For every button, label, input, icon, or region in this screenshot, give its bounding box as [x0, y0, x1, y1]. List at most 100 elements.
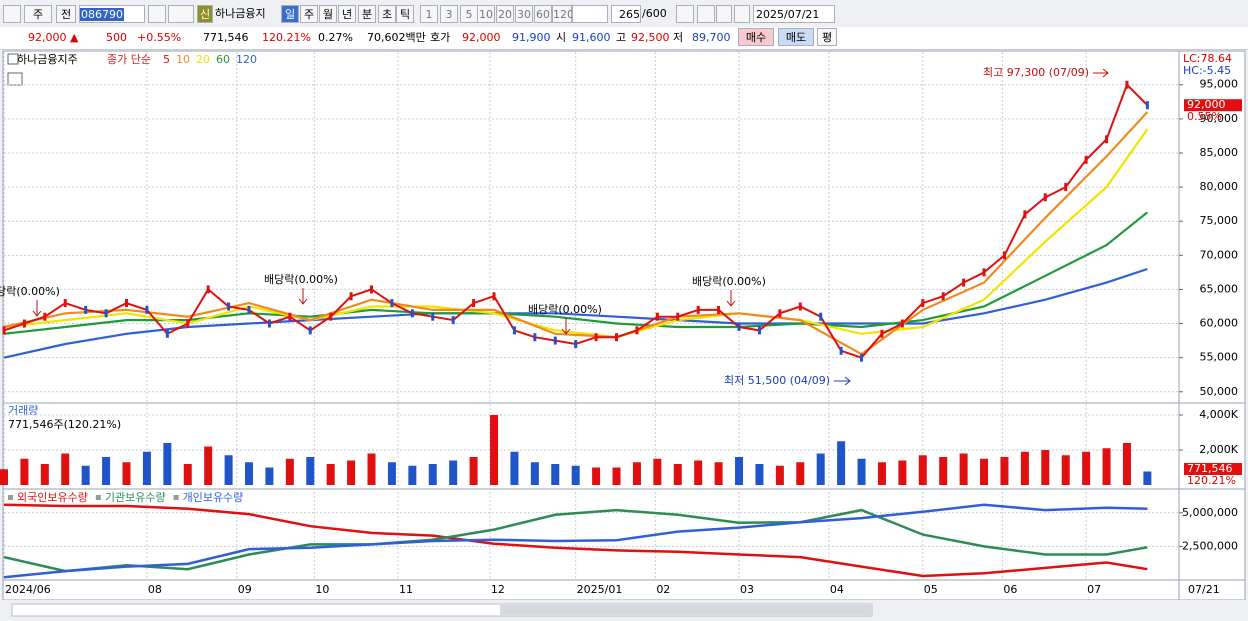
candle	[757, 326, 761, 335]
scroll-bar[interactable]	[0, 600, 1248, 621]
sell-button[interactable]: 매도	[778, 28, 814, 46]
avg-button[interactable]: 평	[817, 28, 837, 46]
candle	[451, 316, 455, 325]
volume-bar	[387, 462, 396, 485]
multiplier-button[interactable]: 3	[440, 5, 458, 23]
multiplier-button[interactable]: 10	[477, 5, 495, 23]
dividend-annotation: 배당락(0.00%)	[264, 273, 338, 286]
interval-button[interactable]: 년	[338, 5, 356, 23]
legend-swatch	[173, 495, 179, 500]
volume-bar	[20, 458, 29, 485]
high-annotation: 최고 97,300 (07/09)	[983, 66, 1089, 79]
scroll-thumb[interactable]	[500, 605, 872, 615]
search-button[interactable]	[148, 5, 166, 23]
volume: 771,546	[203, 31, 249, 44]
volume-bar	[367, 453, 376, 485]
volume-bar	[428, 464, 437, 485]
arrow	[834, 376, 851, 386]
legend-entry: 20	[196, 53, 210, 66]
tool-icon[interactable]	[697, 5, 715, 23]
volume-bar	[490, 415, 499, 485]
toolbar: 주 전 086790 신 하나금융지 일 주 월 년 분 초 틱 1 3 5 10 20 30 60 120…	[0, 0, 1248, 28]
multiplier-button[interactable]: 120	[552, 5, 574, 23]
period-select[interactable]: 주	[24, 5, 52, 23]
interval-button[interactable]: 분	[358, 5, 376, 23]
interval-button[interactable]: 틱	[396, 5, 414, 23]
last-pct: 0.55%	[1187, 110, 1222, 123]
hc-label: HC:-5.45	[1183, 64, 1231, 77]
candle	[900, 319, 904, 328]
y-tick-label: 85,000	[1200, 146, 1239, 159]
moving-average	[3, 111, 1149, 356]
candle	[410, 309, 414, 318]
x-tick-label: 06	[1003, 583, 1017, 596]
volume-ratio: 120.21%	[262, 31, 311, 44]
save-icon[interactable]	[716, 5, 732, 23]
candle	[247, 305, 251, 314]
candle	[472, 299, 476, 308]
volume-bar	[796, 462, 805, 485]
interval-button[interactable]: 일	[281, 5, 299, 23]
arrow	[1093, 68, 1109, 78]
x-tick-label: 12	[491, 583, 505, 596]
volume-bar	[612, 467, 621, 485]
multiplier-button[interactable]: 60	[534, 5, 552, 23]
date-input[interactable]: 2025/07/21	[753, 5, 835, 23]
multiplier-button[interactable]: 30	[515, 5, 533, 23]
volume-bar	[1061, 455, 1070, 485]
dividend-annotation: 배당락(0.00%)	[0, 285, 60, 298]
count-input[interactable]: 265	[611, 5, 641, 23]
candle	[22, 319, 26, 328]
count-dropdown[interactable]	[572, 5, 608, 23]
turnover: 0.27%	[318, 31, 353, 44]
candle	[1125, 80, 1129, 89]
mode-button[interactable]: 전	[56, 5, 76, 23]
x-tick-label: 05	[924, 583, 938, 596]
volume-bar	[122, 462, 131, 485]
interval-button[interactable]: 월	[319, 5, 337, 23]
scroll-track[interactable]	[11, 603, 873, 617]
code-input[interactable]: 086790	[79, 5, 145, 23]
buy-button[interactable]: 매수	[738, 28, 774, 46]
panel-title: 하나금융지주	[17, 52, 78, 66]
candle	[308, 326, 312, 335]
arrow	[32, 300, 42, 317]
volume-bar	[245, 462, 254, 485]
interval-button[interactable]: 주	[300, 5, 318, 23]
multiplier-button[interactable]: 1	[420, 5, 438, 23]
volume-bar	[285, 458, 294, 485]
axis-background	[1178, 50, 1246, 601]
tool-icon[interactable]	[676, 5, 694, 23]
interval-button[interactable]: 초	[378, 5, 396, 23]
bid: 91,900	[512, 31, 551, 44]
multiplier-button[interactable]: 20	[496, 5, 514, 23]
menu-icon[interactable]	[3, 5, 21, 23]
dividend-annotation: 배당락(0.00%)	[692, 275, 766, 288]
volume-bar	[714, 462, 723, 485]
x-tick-label: 08	[148, 583, 162, 596]
volume-bar	[347, 460, 356, 485]
low: 89,700	[692, 31, 731, 44]
x-tick-label: 02	[656, 583, 670, 596]
arrow	[298, 288, 308, 305]
change: 500	[106, 31, 127, 44]
y-tick-label: 70,000	[1200, 248, 1239, 261]
volume-bar	[142, 451, 151, 485]
x-tick-label: 03	[740, 583, 754, 596]
sound-button[interactable]	[168, 5, 194, 23]
candle	[84, 305, 88, 314]
x-tick-label: 09	[238, 583, 252, 596]
table-icon[interactable]	[7, 72, 23, 86]
low-label: 저	[673, 31, 684, 44]
volume-bar	[81, 465, 90, 485]
settings-icon[interactable]	[734, 5, 750, 23]
legend-entry: 5	[163, 53, 170, 66]
candle	[941, 292, 945, 301]
volume-bar	[1082, 451, 1091, 485]
candle	[370, 285, 374, 294]
volume-bar	[1041, 450, 1050, 485]
candle	[390, 299, 394, 308]
multiplier-button[interactable]: 5	[460, 5, 478, 23]
x-tick-label: 04	[830, 583, 844, 596]
